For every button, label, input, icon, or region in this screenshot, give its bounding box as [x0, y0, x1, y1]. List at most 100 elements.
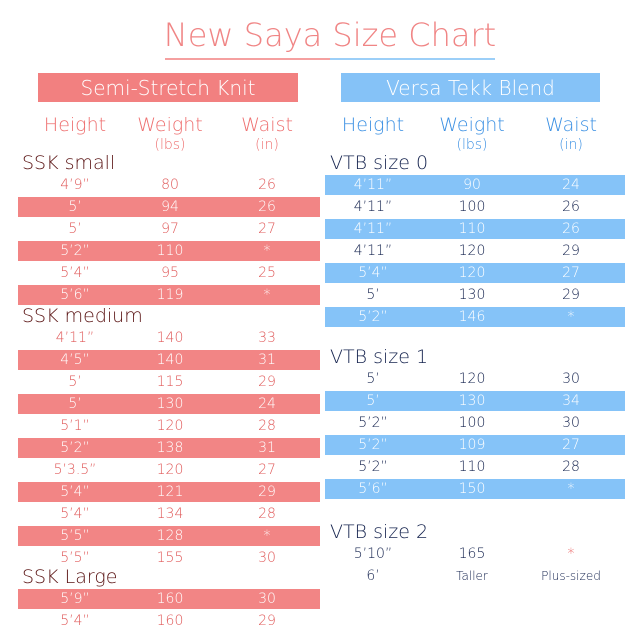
section-header-bg	[38, 73, 298, 102]
cell: 95	[161, 265, 179, 281]
row-stripe	[325, 391, 625, 411]
cell: *	[567, 481, 575, 497]
cell: 5’2”	[60, 440, 90, 456]
cell: 120	[458, 371, 486, 387]
row-stripe	[18, 438, 320, 458]
cell: 100	[458, 199, 486, 215]
section-header-bg	[341, 73, 600, 102]
cell: 30	[258, 550, 276, 566]
cell: Taller	[456, 569, 488, 583]
cell: 134	[156, 506, 184, 522]
column-header: Waist	[241, 114, 293, 136]
cell: 155	[156, 550, 184, 566]
cell: 27	[562, 437, 580, 453]
cell: 27	[258, 462, 276, 478]
cell: 160	[156, 591, 184, 607]
cell: 100	[458, 415, 486, 431]
column-unit: (lbs)	[154, 137, 186, 153]
cell: 146	[458, 309, 486, 325]
cell: 28	[562, 459, 580, 475]
title-underline	[330, 58, 495, 60]
cell: 80	[161, 177, 179, 193]
group-label: VTB size 1	[330, 346, 429, 368]
section-header: Semi-Stretch Knit	[80, 76, 256, 100]
cell: 121	[156, 484, 184, 500]
cell: 30	[562, 371, 580, 387]
cell: 30	[258, 591, 276, 607]
cell: 4’11”	[353, 221, 393, 237]
cell: 31	[258, 440, 276, 456]
title-underline	[165, 58, 330, 60]
cell: 5’1”	[60, 418, 90, 434]
cell: 30	[562, 415, 580, 431]
title: New Saya Size Chart	[163, 16, 497, 54]
cell: 5’4”	[60, 613, 90, 629]
column-header: Weight	[137, 114, 203, 136]
cell: 110	[458, 459, 486, 475]
cell: 4’11”	[353, 199, 393, 215]
cell: *	[567, 309, 575, 325]
cell: 130	[458, 393, 486, 409]
cell: 94	[161, 199, 179, 215]
row-stripe	[325, 219, 625, 239]
column-unit: (lbs)	[456, 137, 488, 153]
cell: Plus-sized	[541, 569, 601, 583]
cell: 5’	[68, 396, 82, 412]
cell: 29	[258, 374, 276, 390]
row-stripe	[325, 307, 625, 327]
row-stripe	[18, 394, 320, 414]
group-label: VTB size 0	[330, 152, 429, 174]
cell: 115	[156, 374, 184, 390]
cell: 6’	[366, 568, 380, 584]
cell: 5’4”	[358, 265, 388, 281]
cell: 5’	[366, 287, 380, 303]
cell: 28	[258, 418, 276, 434]
cell: 26	[258, 177, 276, 193]
cell: 130	[156, 396, 184, 412]
cell: 25	[258, 265, 276, 281]
row-stripe	[18, 350, 320, 370]
cell: 160	[156, 613, 184, 629]
cell: *	[263, 287, 271, 303]
cell: 5’10”	[353, 546, 393, 562]
row-stripe	[18, 526, 320, 546]
cell: 33	[258, 330, 276, 346]
cell: 29	[562, 243, 580, 259]
row-stripe	[325, 263, 625, 283]
cell: 29	[258, 613, 276, 629]
cell: 29	[562, 287, 580, 303]
cell: 97	[161, 221, 179, 237]
group-label: SSK small	[22, 152, 116, 174]
cell: 4’11”	[353, 243, 393, 259]
cell: 26	[562, 221, 580, 237]
cell: 5’	[366, 393, 380, 409]
cell: 5’	[366, 371, 380, 387]
cell: 5’2”	[358, 437, 388, 453]
cell: 5’2”	[358, 309, 388, 325]
cell: 27	[562, 265, 580, 281]
cell: 5’6”	[60, 287, 90, 303]
cell: 150	[458, 481, 486, 497]
cell: 165	[458, 546, 486, 562]
cell: 140	[156, 330, 184, 346]
cell: 5’3.5”	[53, 462, 97, 478]
cell: 119	[156, 287, 184, 303]
cell: *	[263, 243, 271, 259]
cell: 5’4”	[60, 484, 90, 500]
row-stripe	[18, 241, 320, 261]
cell: 5’6”	[358, 481, 388, 497]
cell: 5’2”	[60, 243, 90, 259]
cell: 31	[258, 352, 276, 368]
column-unit: (in)	[255, 137, 279, 153]
cell: 110	[156, 243, 184, 259]
cell: *	[567, 546, 575, 562]
cell: 5’9”	[60, 591, 90, 607]
cell: 4’11”	[353, 177, 393, 193]
cell: 120	[156, 418, 184, 434]
cell: 5’	[68, 374, 82, 390]
column-header: Weight	[439, 114, 505, 136]
row-stripe	[325, 435, 625, 455]
cell: 5’	[68, 199, 82, 215]
column-header: Waist	[545, 114, 597, 136]
cell: 5’	[68, 221, 82, 237]
